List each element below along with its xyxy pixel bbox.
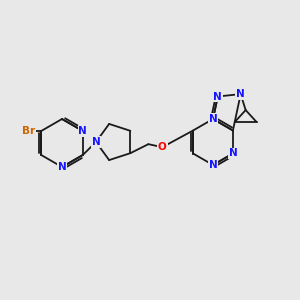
Text: N: N xyxy=(208,114,217,124)
Text: Br: Br xyxy=(22,126,35,136)
Text: N: N xyxy=(236,89,245,99)
Text: N: N xyxy=(58,162,66,172)
Text: N: N xyxy=(213,92,222,101)
Text: N: N xyxy=(208,160,217,170)
Text: N: N xyxy=(78,126,87,136)
Text: N: N xyxy=(92,137,100,147)
Text: N: N xyxy=(229,148,237,158)
Text: O: O xyxy=(158,142,167,152)
